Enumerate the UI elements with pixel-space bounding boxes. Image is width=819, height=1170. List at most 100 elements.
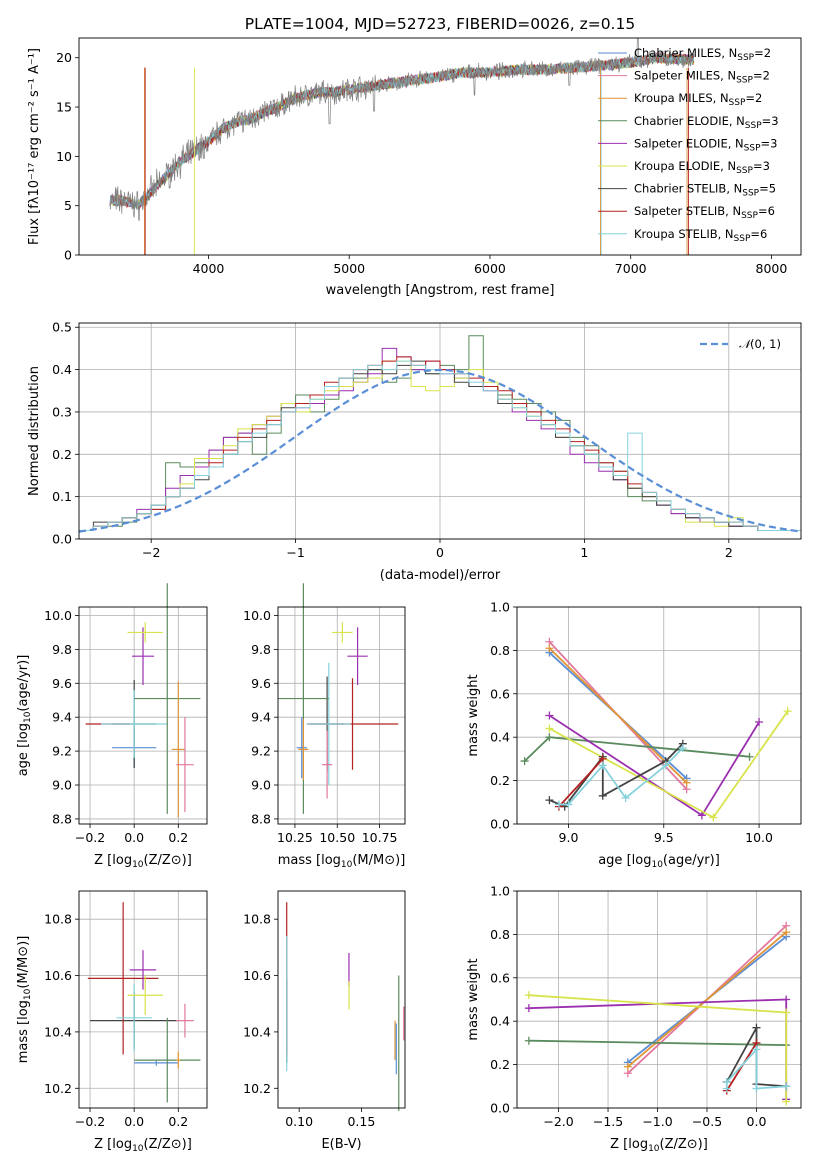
legend-entry: Chabrier ELODIE, NSSP=3 <box>634 114 779 131</box>
weight-point-marker <box>755 718 764 727</box>
legend-entry: Kroupa ELODIE, NSSP=3 <box>634 159 770 176</box>
weight-point-marker <box>682 778 691 787</box>
observed-spectrum-line <box>109 38 695 222</box>
y-tick-label: 0.5 <box>52 320 72 335</box>
y-tick-label: 8.8 <box>251 811 271 826</box>
spectrum-legend: Chabrier MILES, NSSP=2 Salpeter MILES, NS… <box>598 46 779 244</box>
y-tick-label: 10.6 <box>44 968 72 983</box>
x-axis-label: Z [log10(Z/Z⊙)] <box>610 1137 708 1154</box>
weight-point-marker <box>623 1062 632 1071</box>
axes-frame <box>516 890 802 1109</box>
weight-point-marker <box>752 1084 761 1093</box>
weight-point-marker <box>697 811 706 820</box>
y-tick-label: 9.4 <box>52 710 72 725</box>
model-spectrum-line <box>109 52 695 210</box>
y-axis-label: mass weight <box>466 674 481 756</box>
legend-entry: Kroupa MILES, NSSP=2 <box>634 91 762 108</box>
y-tick-label: 9.6 <box>251 676 271 691</box>
y-tick-label: 0.8 <box>490 643 510 658</box>
y-tick-label: 9.4 <box>251 710 271 725</box>
y-tick-label: 9.2 <box>52 744 72 759</box>
histogram-step-line <box>79 360 801 531</box>
x-tick-label: 5000 <box>333 261 365 276</box>
y-tick-label: 9.2 <box>251 744 271 759</box>
legend-entry: Salpeter MILES, NSSP=2 <box>634 69 770 86</box>
weight-series-line <box>548 714 760 817</box>
age-vs-mass-panel: 10.25 10.50 10.75 8.8 9.0 9.2 9.4 9.6 9.8 10.0 mas… <box>243 583 406 870</box>
axes-frame <box>78 37 802 256</box>
weight-point-marker <box>598 761 607 770</box>
y-tick-label: 0.0 <box>490 817 510 832</box>
y-tick-label: 5 <box>64 198 72 213</box>
weight-point-marker <box>752 1023 761 1032</box>
y-tick-label: 0.3 <box>52 404 72 419</box>
weight-point-marker <box>564 800 573 809</box>
model-spectrum-line <box>109 52 695 211</box>
weight-point-marker <box>709 813 718 822</box>
x-tick-label: 10.0 <box>745 830 773 845</box>
x-axis-label: (data-model)/error <box>380 568 501 583</box>
x-tick-label: 0.0 <box>124 830 144 845</box>
y-tick-label: 0.2 <box>490 773 510 788</box>
weight-point-marker <box>545 644 554 653</box>
weight-point-marker <box>782 1097 791 1106</box>
x-tick-label: −1 <box>286 545 304 560</box>
y-tick-label: 10.4 <box>243 1024 271 1039</box>
y-tick-label: 15 <box>56 100 72 115</box>
weight-vs-Z-panel: −2.0 −1.5 −1.0 −0.5 0.0 0.0 0.2 0.4 0.6 0.8 1.0 Z [… <box>466 884 802 1154</box>
x-tick-label: −2.0 <box>543 1114 573 1129</box>
x-tick-label: −0.2 <box>75 1114 105 1129</box>
x-tick-label: 9.0 <box>559 830 579 845</box>
y-axis-label: Normed distribution <box>27 366 42 496</box>
weight-point-marker <box>722 1077 731 1086</box>
weight-point-marker <box>752 1045 761 1054</box>
weight-point-marker <box>598 791 607 800</box>
y-tick-label: 10.6 <box>243 968 271 983</box>
weight-series-line <box>627 931 787 1068</box>
y-tick-label: 0.1 <box>52 489 72 504</box>
residual-panel: −2 −1 0 1 2 0.0 0.1 0.2 0.3 0.4 0.5 (data-model)/er… <box>27 320 802 583</box>
x-tick-label: −0.2 <box>75 830 105 845</box>
weight-vs-age-panel: 9.0 9.5 10.0 0.0 0.2 0.4 0.6 0.8 1.0 age [log10(a… <box>466 600 802 870</box>
y-tick-label: 10.4 <box>44 1024 72 1039</box>
weight-point-marker <box>545 733 554 742</box>
y-tick-label: 10.0 <box>44 608 72 623</box>
weight-series-line <box>558 747 684 806</box>
y-axis-label: mass [log10(M/M⊙)] <box>16 936 33 1064</box>
axes-frame <box>277 890 406 1109</box>
legend-entry: Salpeter STELIB, NSSP=6 <box>634 204 775 221</box>
y-tick-label: 0.0 <box>490 1101 510 1116</box>
legend-entry: Kroupa STELIB, NSSP=6 <box>634 227 767 244</box>
x-tick-label: 0 <box>436 545 444 560</box>
weight-point-marker <box>783 707 792 716</box>
axes-frame <box>78 890 208 1109</box>
y-tick-label: 9.8 <box>251 642 271 657</box>
weight-point-marker <box>545 796 554 805</box>
y-tick-label: 0.4 <box>490 730 510 745</box>
y-tick-label: 0.2 <box>490 1057 510 1072</box>
weight-point-marker <box>524 991 533 1000</box>
x-axis-label: age [log10(age/yr)] <box>598 853 720 870</box>
y-tick-label: 0.6 <box>490 970 510 985</box>
y-axis-label: age [log10(age/yr)] <box>16 655 33 777</box>
weight-point-marker <box>545 711 554 720</box>
x-tick-label: 0.0 <box>124 1114 144 1129</box>
mass-vs-EBV-panel: 0.10 0.15 10.2 10.4 10.6 10.8 E(B-V) <box>243 890 406 1152</box>
legend-entry: Chabrier STELIB, NSSP=5 <box>634 182 776 199</box>
x-tick-label: −1.5 <box>593 1114 623 1129</box>
x-tick-label: 0.0 <box>747 1114 767 1129</box>
x-tick-label: 2 <box>725 545 733 560</box>
x-tick-label: 6000 <box>474 261 506 276</box>
axes-frame <box>78 606 208 825</box>
y-tick-label: 9.0 <box>52 778 72 793</box>
x-tick-label: 0.2 <box>168 1114 188 1129</box>
y-tick-label: 0.6 <box>490 686 510 701</box>
legend-entry: 𝒩(0, 1) <box>739 337 781 351</box>
x-tick-label: −1.0 <box>642 1114 672 1129</box>
figure-title: PLATE=1004, MJD=52723, FIBERID=0026, z=0… <box>245 15 635 33</box>
residual-legend: 𝒩(0, 1) <box>700 337 781 351</box>
y-tick-label: 10 <box>56 149 72 164</box>
weight-series-line <box>558 758 604 808</box>
weight-series-line <box>548 647 688 784</box>
